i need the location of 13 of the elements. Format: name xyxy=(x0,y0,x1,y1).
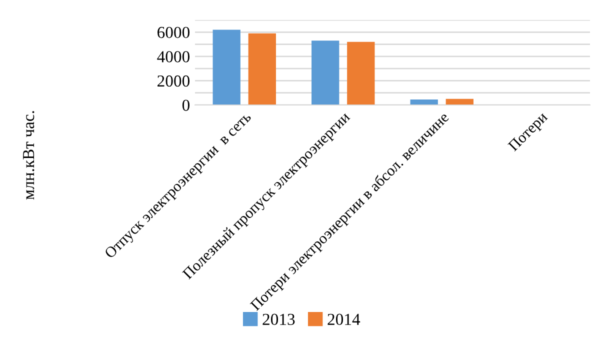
bar xyxy=(312,40,340,105)
bar xyxy=(410,100,438,105)
legend-label: 2013 xyxy=(262,314,295,326)
y-tick-label: 2000 xyxy=(158,75,190,87)
legend-label: 2014 xyxy=(328,314,360,326)
bar xyxy=(248,33,276,105)
bar xyxy=(347,42,375,105)
bar xyxy=(446,98,474,105)
y-axis-title: млн.кВт час. xyxy=(23,111,34,200)
bar xyxy=(212,30,240,105)
y-tick-label: 6000 xyxy=(158,26,190,38)
y-tick-label: 4000 xyxy=(157,51,190,62)
y-tick-label: 0 xyxy=(182,100,190,111)
